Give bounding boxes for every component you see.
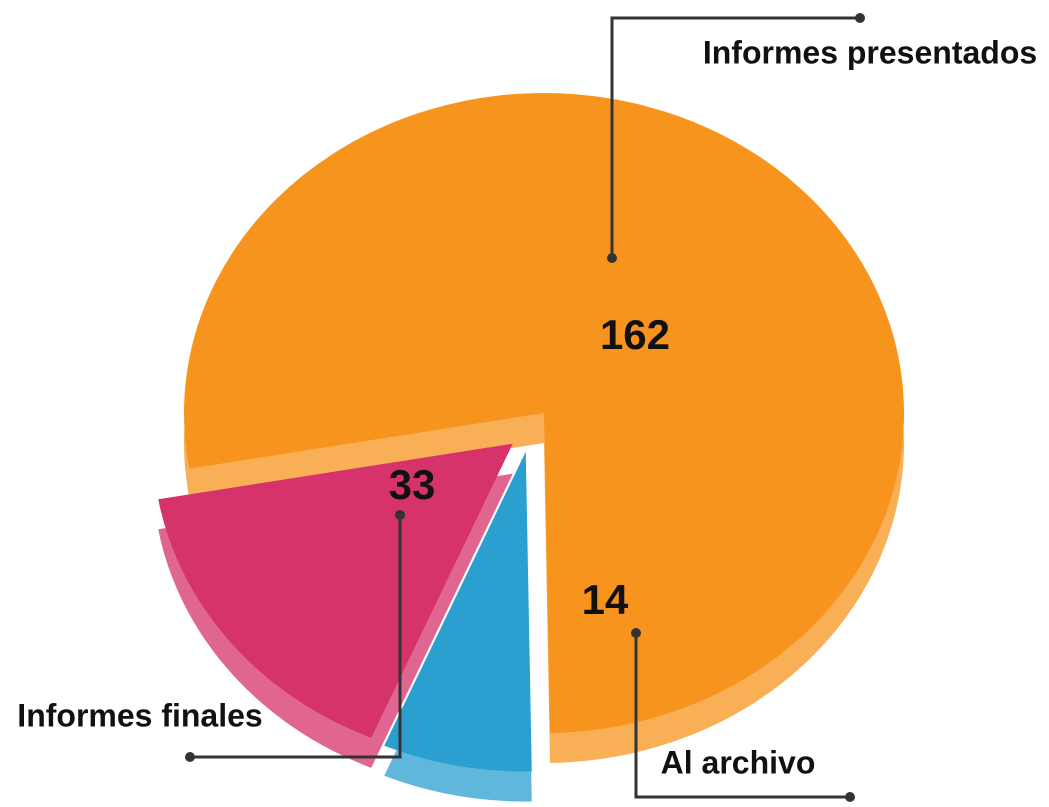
leader-dot — [395, 510, 405, 520]
value-label: 162 — [600, 311, 670, 358]
category-label: Informes presentados — [703, 34, 1037, 70]
leader-line — [610, 16, 860, 258]
leader-line — [634, 633, 850, 799]
leader-lines — [185, 13, 865, 802]
category-label: Informes finales — [17, 697, 262, 733]
leader-dot — [631, 628, 641, 638]
value-label: 14 — [582, 576, 629, 623]
leader-dot — [855, 13, 865, 23]
leader-line — [190, 515, 402, 759]
leader-dot — [607, 253, 617, 263]
category-label: Al archivo — [661, 744, 816, 780]
leader-dot — [845, 792, 855, 802]
pie-slice — [184, 93, 905, 733]
pie-slice — [158, 443, 513, 738]
pie-slice — [384, 451, 532, 772]
value-label: 33 — [389, 461, 436, 508]
leader-dot — [185, 752, 195, 762]
